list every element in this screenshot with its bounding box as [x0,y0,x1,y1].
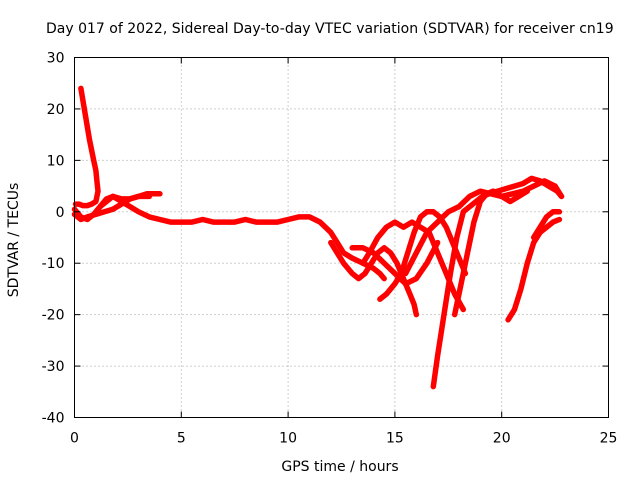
x-tick-label: 5 [177,431,186,447]
series-trace-8 [377,209,469,302]
y-tick-label: 30 [47,51,65,67]
y-tick-label: 20 [47,102,65,118]
grid [74,57,609,418]
series-trace-1 [72,85,101,209]
y-tick-label: -40 [42,411,65,427]
y-axis-label: SDTVAR / TECUs [6,183,22,298]
data-series [71,85,565,390]
y-tick-label: -20 [42,308,65,324]
x-tick-label: 0 [70,431,79,447]
chart-title: Day 017 of 2022, Sidereal Day-to-day VTE… [46,21,614,37]
series-trace-6 [349,239,441,287]
y-tick-label: 0 [56,205,65,221]
series-trace-13 [530,209,563,241]
series-trace-7 [360,219,467,313]
x-tick-label: 20 [493,431,511,447]
x-tick-label: 10 [279,431,297,447]
plot-frame [74,57,609,418]
x-axis-label: GPS time / hours [281,459,398,475]
series-trace-11 [451,188,531,318]
x-tick-label: 25 [600,431,618,447]
x-tick-label: 15 [386,431,404,447]
series-trace-5 [328,239,420,318]
y-tick-label: 10 [47,153,65,169]
axis-ticks: 0 5 10 15 20 25 -40 -30 -20 -10 0 10 20 30 [42,51,618,447]
series-trace-3 [71,193,387,282]
y-tick-label: -10 [42,256,65,272]
series-trace-4 [97,193,153,210]
y-tick-label: -30 [42,359,65,375]
series-trace-12 [505,216,563,323]
